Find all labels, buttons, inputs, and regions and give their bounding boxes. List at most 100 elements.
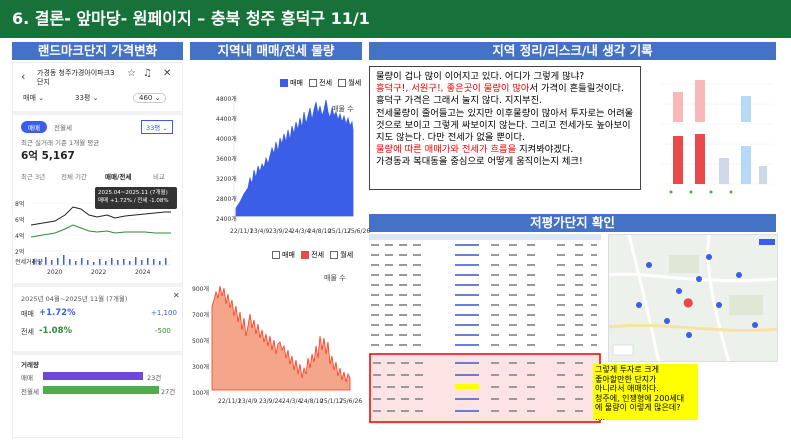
x-tick: 24/8/10 [308, 228, 332, 235]
note-line2: 좋아할만한 단지가 [595, 374, 657, 384]
map-pin-icon[interactable]: ● [683, 295, 694, 309]
x-tick: 2020 [47, 269, 63, 276]
price-value: 6억 5,167 [21, 150, 75, 162]
section-landmark: 랜드마크단지 가격변화 [12, 42, 183, 60]
page-title: 6. 결론- 앞마당- 원페이지 – 충북 청주 흥덕구 11/1 [0, 0, 791, 38]
tab-jeonse[interactable]: 전월세 [54, 124, 72, 132]
section-undervalued: 저평가단지 확인 [369, 214, 776, 232]
jeonse-change: -1.08% [39, 326, 73, 336]
x-tick: 25/1/17 [320, 398, 344, 405]
period-tabs: 최근 3년 전체 기간 매매/전세 비교 [13, 171, 182, 185]
price-chart: 2025.04~2025.11 (7개월) 매매 +1.72% / 전세 -1.… [13, 185, 182, 283]
sale-label: 매매 [21, 310, 34, 318]
section-notes: 지역 정리/리스크/내 생각 기록 [369, 42, 776, 60]
x-tick: 25/1/17 [328, 228, 352, 235]
section-market: 지역내 매매/전세 물량 [190, 42, 362, 60]
y-tick: 6억 [15, 217, 25, 224]
note-line5: 에 물량이 이렇게 많은데? [595, 403, 681, 413]
period-tab-compare-sale[interactable]: 매매/전세 [105, 173, 132, 181]
jeonse-listing-chart: 매매 전세 월세 매물 수 900개 700개 500개 300개 100개 2… [190, 246, 362, 416]
tooltip-period: 2025.04~2025.11 (7개월) [98, 190, 168, 196]
legend-wolse-swatch [338, 79, 347, 87]
complex-name: 가경동 청주가경아이파크3단지 [37, 69, 115, 86]
x-tick: 23/9/24 [269, 228, 293, 235]
tooltip-values: 매매 +1.72% / 전세 -1.08% [98, 198, 169, 204]
trade-jeonse-label: 전월세 [21, 388, 39, 396]
chart2-legend: 매매 전세 월세 [272, 250, 353, 260]
trade-sale-bar [43, 372, 143, 380]
legend-sale-swatch [280, 79, 288, 87]
legend-jeonse: 전세 [319, 79, 333, 87]
y-tick: 4억 [15, 233, 25, 240]
trade-sale-count: 23건 [147, 374, 162, 382]
legend-sale-swatch [272, 251, 280, 259]
notes-line5: 물량에 따른 매매가와 전세가 흐름을 지켜봐야겠다. [376, 144, 634, 156]
y-tick: 2억 [15, 249, 25, 256]
legend-jeonse: 전세 [311, 251, 325, 259]
x-tick: 22/11/1 [218, 398, 242, 405]
y-tick: 2400개 [216, 216, 237, 223]
y-tick: 4000개 [216, 136, 237, 143]
size-filter[interactable]: 33평 ⌄ [75, 94, 99, 102]
x-tick: 24/3/4 [291, 228, 311, 235]
chart2-unit: 매물 수 [324, 274, 346, 282]
back-icon[interactable]: ‹ [21, 70, 26, 83]
notes-line2-rest: 서 가격이 흔들릴것이다. [529, 83, 624, 95]
close-icon[interactable]: ✕ [163, 68, 172, 79]
trade-volume: 거래량 매매 23건 전월세 27건 [13, 351, 182, 401]
app-header: ‹ 가경동 청주가경아이파크3단지 ☆ ♫ ✕ 매매 ⌄ 33평 ⌄ 460 ⌄ [13, 63, 182, 111]
y-tick: 8억 [15, 201, 25, 208]
map-view[interactable]: ● [608, 234, 778, 362]
period-tab-compare[interactable]: 비교 [153, 173, 165, 181]
price-block: 매매 전월세 33평 ⌄ 최근 실거래 기준 1개월 평균 6억 5,167 [13, 111, 182, 171]
y-tick: 500개 [192, 338, 209, 345]
bell-icon[interactable]: ♫ [143, 68, 152, 79]
y-tick: 2800개 [216, 196, 237, 203]
y-tick: 300개 [192, 364, 209, 371]
chart1-legend: 매매 전세 월세 [280, 78, 361, 88]
legend-jeonse-swatch [309, 79, 318, 87]
note-line3: 아니라서 애매하다. [595, 384, 659, 394]
summary-period: 2025년 04월~2025년 11월 (7개월) [21, 295, 128, 303]
sale-area [235, 99, 354, 217]
x-tick: 23/9/24 [259, 398, 283, 405]
trade-jeonse-count: 27건 [161, 388, 176, 396]
type-filter[interactable]: 매매 ⌄ [23, 94, 44, 102]
x-tick: 25/6/26 [347, 228, 371, 235]
summary-close-icon[interactable]: ✕ [173, 291, 180, 300]
period-tab-all[interactable]: 전체 기간 [61, 173, 87, 181]
volume-label: 전세거래량 [15, 259, 43, 266]
period-tab-3y[interactable]: 최근 3년 [21, 173, 46, 181]
y-tick: 100개 [192, 390, 209, 397]
landmark-app-panel: ‹ 가경동 청주가경아이파크3단지 ☆ ♫ ✕ 매매 ⌄ 33평 ⌄ 460 ⌄… [12, 62, 183, 438]
volume-bars [33, 255, 167, 265]
jeonse-area [211, 285, 351, 391]
sale-listing-chart: 매매 전세 월세 매물 수 4800개 4400개 4000개 3600개 32… [190, 72, 370, 242]
yellow-note: 그렇게 투자로 크게 좋아할만한 단지가 아니라서 애매하다. 청주에, 인쟁형… [593, 364, 698, 422]
x-tick: 24/8/10 [300, 398, 324, 405]
tab-sale[interactable]: 매매 [21, 121, 47, 133]
star-icon[interactable]: ☆ [127, 68, 136, 79]
legend-sale: 매매 [282, 251, 295, 259]
chart-tooltip: 2025.04~2025.11 (7개월) 매매 +1.72% / 전세 -1.… [95, 187, 177, 209]
notes-line5-rest: 지켜봐야겠다. [519, 144, 574, 156]
notes-line3: 흥덕구 가격은 그래서 눌지 않다. 지지부진. [376, 95, 543, 107]
recent-label: 최근 실거래 기준 1개월 평균 [21, 139, 100, 147]
x-tick: 23/4/9 [250, 228, 270, 235]
note-line6: .... [595, 412, 606, 422]
x-tick: 25/6/26 [339, 398, 363, 405]
change-summary: 2025년 04월~2025년 11월 (7개월) ✕ 매매 +1.72% +1… [13, 283, 182, 351]
y-tick: 700개 [192, 312, 209, 319]
size-select[interactable]: 33평 ⌄ [141, 120, 173, 134]
y-tick: 900개 [192, 286, 209, 293]
notes-line2-highlight: 흥덕구!, 서원구!, 좋은곳이 물량이 많아 [376, 83, 530, 95]
sale-diff: +1,100 [151, 309, 177, 317]
x-tick: 24/3/4 [282, 398, 302, 405]
x-tick: 23/4/9 [238, 398, 258, 405]
jeonse-price-line [30, 224, 171, 238]
x-tick: 2022 [91, 269, 107, 276]
count-filter[interactable]: 460 ⌄ [133, 93, 167, 103]
trade-title: 거래량 [21, 361, 39, 369]
chart1-unit: 매물 수 [332, 105, 354, 113]
note-line4: 청주에, 인쟁형에 200세대 [595, 393, 685, 403]
